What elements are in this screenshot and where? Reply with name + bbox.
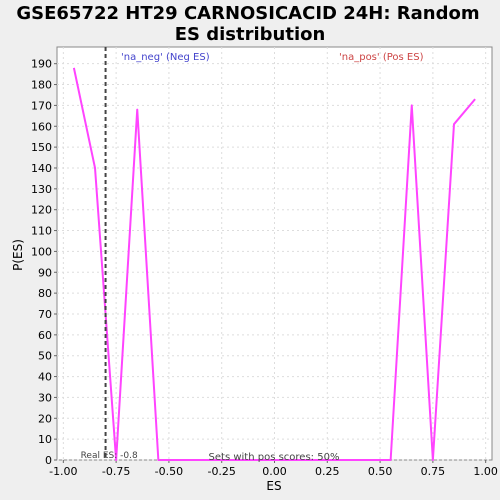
- y-tick-label: 140: [31, 162, 52, 175]
- series-line: [72, 67, 476, 461]
- x-tick-label: -0.25: [207, 465, 235, 478]
- pos-scores-footer: Sets with pos scores: 50%: [209, 452, 340, 463]
- real-es-label: Real ES: -0.8: [81, 451, 138, 461]
- y-tick-label: 0: [45, 454, 52, 467]
- chart-title-line-2: ES distribution: [175, 24, 326, 45]
- x-tick-label: -0.75: [102, 465, 130, 478]
- y-tick-label: 60: [38, 329, 52, 342]
- y-tick-label: 90: [38, 266, 52, 279]
- x-tick-label: 0.25: [315, 465, 340, 478]
- neg-es-label: 'na_neg' (Neg ES): [121, 52, 210, 63]
- pos-es-label: 'na_pos' (Pos ES): [339, 52, 424, 63]
- y-tick-label: 20: [38, 412, 52, 425]
- y-axis-ticks: 0 10 20 30 40 50 60 70 80 90 100 110 120 130 140 150 160…: [31, 58, 57, 467]
- y-tick-label: 160: [31, 120, 52, 133]
- y-tick-label: 70: [38, 308, 52, 321]
- grid-lines: [57, 47, 492, 461]
- x-tick-label: 0.00: [262, 465, 287, 478]
- chart-title-line-1: GSE65722 HT29 CARNOSICACID 24H: Random: [16, 3, 479, 24]
- y-tick-label: 100: [31, 245, 52, 258]
- y-tick-label: 190: [31, 58, 52, 71]
- y-tick-label: 30: [38, 391, 52, 404]
- y-tick-label: 10: [38, 433, 52, 446]
- y-tick-label: 150: [31, 141, 52, 154]
- y-tick-label: 120: [31, 204, 52, 217]
- y-tick-label: 130: [31, 183, 52, 196]
- x-tick-label: -0.50: [155, 465, 183, 478]
- x-tick-label: -1.00: [49, 465, 77, 478]
- series-group: [72, 67, 476, 461]
- x-tick-label: 0.75: [421, 465, 446, 478]
- y-tick-label: 80: [38, 287, 52, 300]
- y-axis-label: P(ES): [11, 239, 25, 271]
- y-tick-label: 170: [31, 99, 52, 112]
- x-axis-ticks: -1.00 -0.75 -0.50 -0.25 0.00 0.25 0.50 0.75 1.00: [49, 460, 498, 478]
- y-tick-label: 180: [31, 79, 52, 92]
- x-axis-label: ES: [266, 479, 281, 493]
- x-tick-label: 0.50: [368, 465, 393, 478]
- x-tick-label: 1.00: [473, 465, 498, 478]
- y-tick-label: 40: [38, 371, 52, 384]
- y-tick-label: 50: [38, 350, 52, 363]
- y-tick-label: 110: [31, 225, 52, 238]
